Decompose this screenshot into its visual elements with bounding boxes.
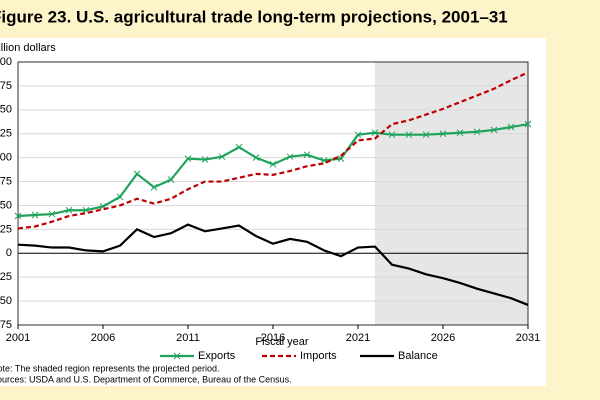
y-tick-label: 75 [0, 175, 12, 187]
y-tick-label: 150 [0, 104, 12, 116]
marker [439, 130, 447, 138]
legend-label: Imports [300, 350, 337, 362]
x-tick-label: 2001 [6, 332, 30, 344]
marker [218, 153, 226, 161]
x-tick-label: 2016 [261, 332, 285, 344]
marker [490, 126, 498, 134]
marker [303, 151, 311, 159]
y-axis-label: Billion dollars [0, 42, 56, 54]
marker [14, 212, 22, 220]
legend-label: Exports [198, 350, 236, 362]
y-tick-label: 125 [0, 128, 12, 140]
marker [286, 153, 294, 161]
x-axis-label: Fiscal year [255, 336, 309, 348]
marker [371, 129, 379, 137]
projection-shade [375, 62, 528, 325]
marker [269, 160, 277, 168]
y-tick-label: 25 [0, 223, 12, 235]
series-line [17, 223, 529, 306]
x-tick-label: 2021 [346, 332, 370, 344]
marker [150, 183, 158, 191]
marker [320, 157, 328, 164]
plot-border [17, 61, 529, 326]
y-tick-label: 200 [0, 56, 12, 68]
series-line [17, 71, 529, 230]
x-tick-label: 2031 [516, 332, 540, 344]
marker [201, 156, 209, 163]
legend-marker [173, 352, 181, 360]
marker [116, 193, 124, 201]
marker [388, 131, 396, 139]
marker [235, 143, 243, 151]
marker [31, 211, 39, 219]
y-tick-label: 100 [0, 152, 12, 164]
legend-label: Balance [398, 350, 438, 362]
x-tick-label: 2006 [91, 332, 115, 344]
y-tick-label: -50 [0, 295, 12, 307]
marker [48, 210, 56, 218]
y-tick-label: 50 [0, 199, 12, 211]
marker [65, 206, 73, 214]
marker [252, 154, 260, 161]
marker [337, 155, 345, 162]
marker [133, 170, 141, 178]
marker [184, 155, 192, 162]
y-tick-label: -75 [0, 319, 12, 331]
marker [422, 131, 430, 139]
x-tick-label: 2026 [431, 332, 455, 344]
marker [456, 129, 464, 137]
y-tick-label: 0 [6, 247, 12, 259]
y-tick-label: -25 [0, 271, 12, 283]
source: Sources: USDA and U.S. Department of Com… [0, 374, 292, 384]
x-tick-label: 2011 [176, 332, 200, 344]
marker [524, 120, 532, 128]
marker [354, 131, 362, 139]
marker [473, 128, 481, 136]
marker [167, 176, 175, 183]
note: Note: The shaded region represents the p… [0, 363, 219, 373]
y-tick-label: 175 [0, 80, 12, 92]
chart-title: Figure 23. U.S. agricultural trade long-… [0, 7, 508, 26]
marker [405, 131, 413, 139]
marker [507, 123, 515, 131]
